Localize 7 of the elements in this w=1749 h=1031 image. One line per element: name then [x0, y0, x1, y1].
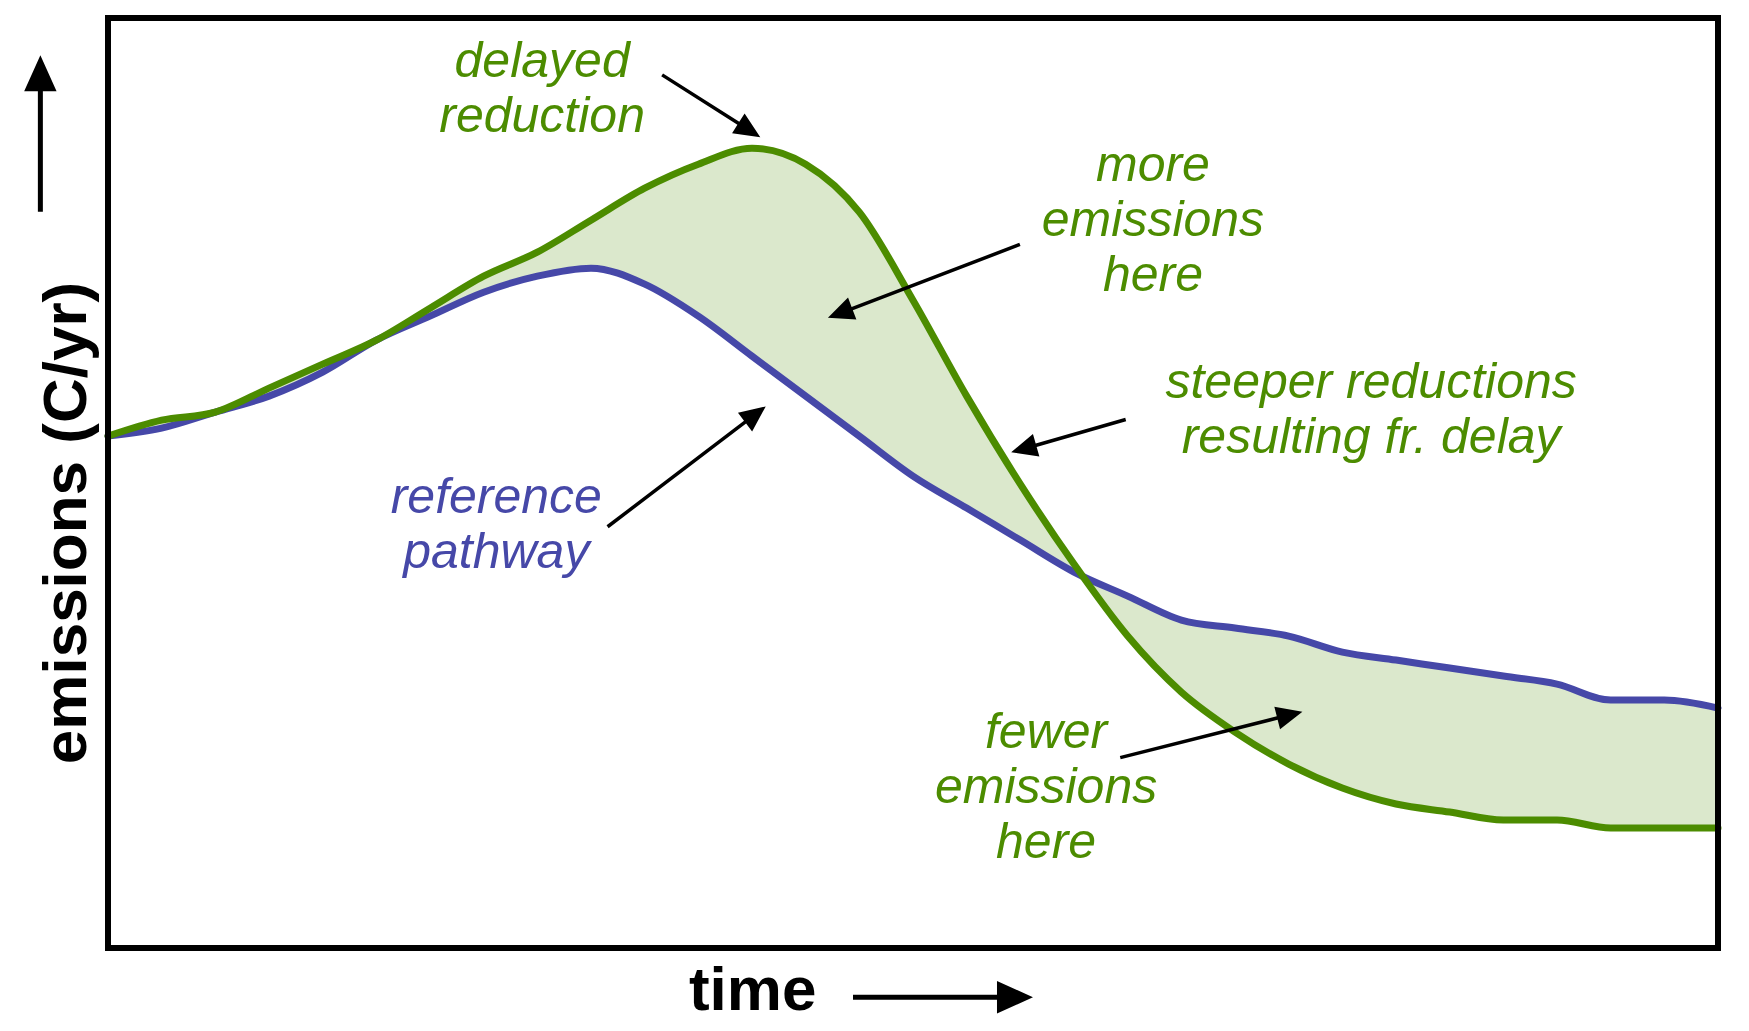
text: delayed reduction	[439, 32, 645, 144]
x-axis-title: time	[688, 954, 817, 1023]
annotation: more emissions here	[1041, 136, 1265, 303]
annotation: steeper reductions resulting fr. delay	[1165, 352, 1577, 464]
annotation: reference pathway	[390, 467, 602, 579]
annotation: fewer emissions here	[934, 702, 1158, 869]
y-axis-title: emissions (C/yr)	[30, 281, 99, 765]
